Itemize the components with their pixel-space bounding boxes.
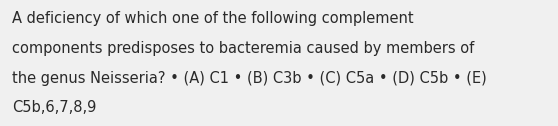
Text: A deficiency of which one of the following complement: A deficiency of which one of the followi… (12, 11, 414, 26)
Text: the genus Neisseria? • (A) C1 • (B) C3b • (C) C5a • (D) C5b • (E): the genus Neisseria? • (A) C1 • (B) C3b … (12, 71, 487, 86)
Text: components predisposes to bacteremia caused by members of: components predisposes to bacteremia cau… (12, 41, 474, 56)
Text: C5b,6,7,8,9: C5b,6,7,8,9 (12, 100, 97, 115)
